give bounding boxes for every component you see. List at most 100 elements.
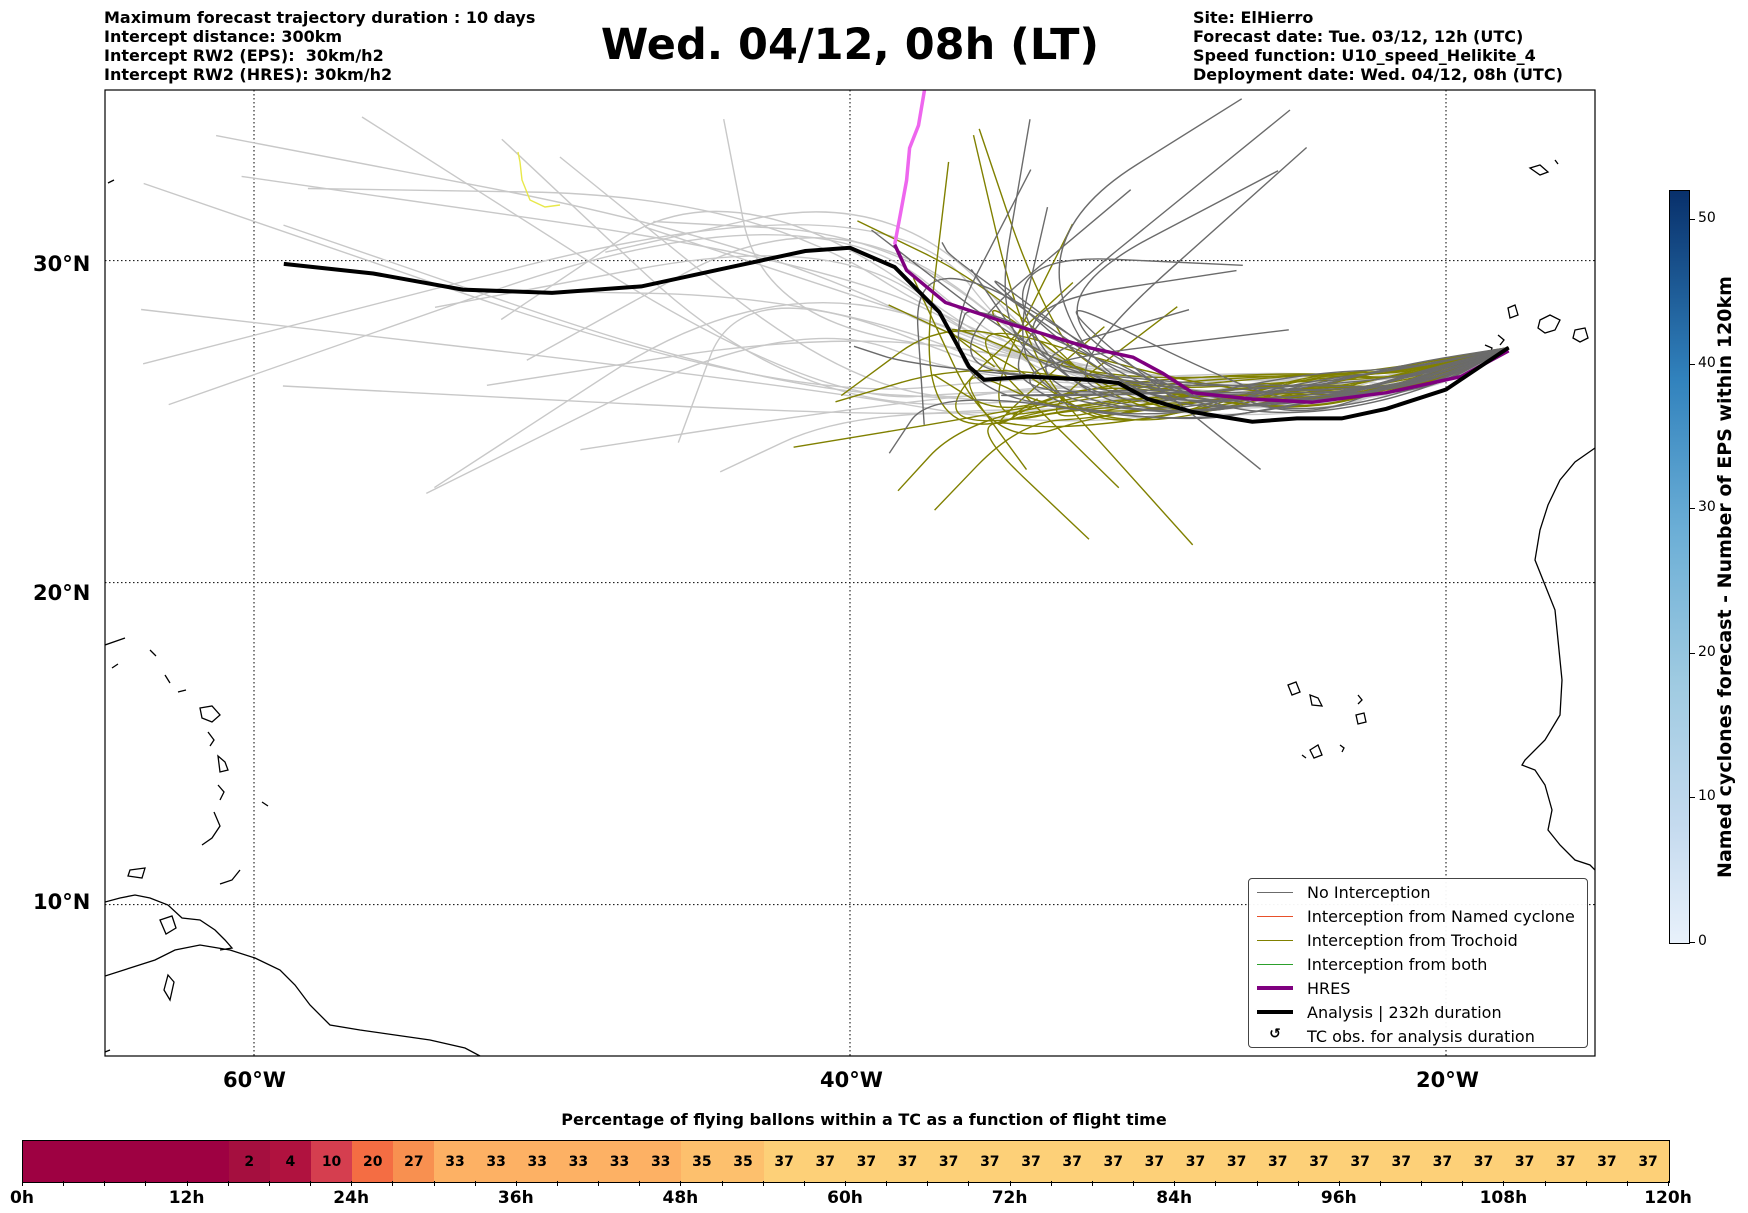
- lon-label-60w: 60°W: [223, 1068, 286, 1092]
- percentage-cell: 37: [1133, 1141, 1175, 1182]
- time-tick: [1544, 1181, 1546, 1186]
- percentage-cell: 27: [393, 1141, 435, 1182]
- time-tick: [1338, 1181, 1340, 1186]
- lat-label-10n: 10°N: [33, 890, 91, 914]
- lon-label-40w: 40°W: [820, 1068, 883, 1092]
- time-tick-label: 48h: [662, 1188, 699, 1208]
- time-tick: [1503, 1181, 1505, 1186]
- percentage-cell: 37: [886, 1141, 929, 1182]
- ensemble-track: [1058, 98, 1509, 402]
- percentage-cell: [64, 1141, 106, 1182]
- time-tick-label: 0h: [10, 1188, 34, 1208]
- header-right-line: Site: ElHierro: [1193, 8, 1314, 27]
- percentage-cell: 33: [516, 1141, 558, 1182]
- time-tick: [63, 1181, 65, 1186]
- hres-track: [893, 243, 1510, 405]
- time-tick: [227, 1181, 229, 1186]
- legend-swatch: [1257, 930, 1293, 950]
- percentage-cell: 10: [310, 1141, 353, 1182]
- legend-swatch: [1257, 906, 1293, 926]
- time-tick: [598, 1181, 600, 1186]
- time-tick: [1215, 1181, 1217, 1186]
- time-tick-label: 12h: [168, 1188, 205, 1208]
- percentage-cell: 37: [1586, 1141, 1628, 1182]
- time-tick: [104, 1181, 106, 1186]
- colorbar-tick: 10: [1690, 788, 1716, 805]
- percentage-cell: [146, 1141, 188, 1182]
- time-tick: [268, 1181, 270, 1186]
- time-tick: [556, 1181, 558, 1186]
- legend-item: Interception from Named cyclone: [1257, 906, 1575, 926]
- percentage-cell: 33: [640, 1141, 682, 1182]
- time-tick: [1050, 1181, 1052, 1186]
- legend-item: Analysis | 232h duration: [1257, 1002, 1502, 1022]
- lat-label-20n: 20°N: [33, 581, 91, 605]
- percentage-cell: 37: [928, 1141, 970, 1182]
- time-tick-label: 36h: [497, 1188, 534, 1208]
- time-tick: [721, 1181, 723, 1186]
- legend-item: HRES: [1257, 978, 1350, 998]
- percentage-cell: 37: [1462, 1141, 1505, 1182]
- time-tick: [1091, 1181, 1093, 1186]
- colorbar-tick: 20: [1690, 643, 1716, 660]
- header-left-line: Maximum forecast trajectory duration : 1…: [104, 8, 536, 27]
- header-left-line: Intercept RW2 (EPS): 30km/h2: [104, 46, 384, 65]
- page-title: Wed. 04/12, 08h (LT): [600, 20, 1100, 70]
- lat-label-30n: 30°N: [33, 252, 91, 276]
- time-tick: [515, 1181, 517, 1186]
- percentage-cell: 37: [1380, 1141, 1422, 1182]
- lon-label-20w: 20°W: [1416, 1068, 1479, 1092]
- percentage-cell: 20: [352, 1141, 394, 1182]
- header-left-line: Intercept RW2 (HRES): 30km/h2: [104, 65, 393, 84]
- legend-swatch: [1257, 978, 1293, 998]
- percentage-cell: 37: [845, 1141, 887, 1182]
- ensemble-track: [1017, 109, 1509, 394]
- map-legend: No Interception Interception from Named …: [1248, 878, 1588, 1048]
- colorbar-tick: 50: [1690, 209, 1716, 226]
- coastline: [105, 159, 1595, 1056]
- colorbar-tick: 30: [1690, 499, 1716, 516]
- percentage-bar-title: Percentage of flying ballons within a TC…: [561, 1110, 1167, 1129]
- time-tick: [1626, 1181, 1628, 1186]
- time-tick-label: 72h: [991, 1188, 1028, 1208]
- track-yellow: [517, 151, 561, 208]
- time-tick: [680, 1181, 682, 1186]
- percentage-cell: 2: [228, 1141, 270, 1182]
- percentage-cell: 37: [1298, 1141, 1340, 1182]
- analysis-track: [283, 245, 1510, 424]
- tracks-trochoid: [793, 128, 1509, 546]
- percentage-cell: 37: [1051, 1141, 1093, 1182]
- header-right-line: Forecast date: Tue. 03/12, 12h (UTC): [1193, 27, 1524, 46]
- ensemble-track: [307, 187, 1509, 389]
- time-tick: [803, 1181, 805, 1186]
- percentage-cell: 33: [434, 1141, 476, 1182]
- time-tick: [310, 1181, 312, 1186]
- time-tick: [1379, 1181, 1381, 1186]
- percentage-cell: 37: [1504, 1141, 1546, 1182]
- header-right: Site: ElHierro Forecast date: Tue. 03/12…: [1193, 8, 1563, 84]
- legend-label: TC obs. for analysis duration: [1307, 1026, 1535, 1046]
- percentage-cell: [105, 1141, 147, 1182]
- legend-label: Interception from both: [1307, 954, 1488, 974]
- time-tick: [1421, 1181, 1423, 1186]
- header-left-line: Intercept distance: 300km: [104, 27, 343, 46]
- legend-label: Analysis | 232h duration: [1307, 1002, 1502, 1022]
- percentage-bar: 2 4 10 20 27 33 33 33 33 33 33 35 35 37 37 37 37 37 37 37 37…: [22, 1140, 1670, 1183]
- percentage-cell: 37: [763, 1141, 805, 1182]
- hres-track-early: [892, 90, 927, 245]
- percentage-cell: 33: [598, 1141, 641, 1182]
- colorbar-tick: 0: [1690, 933, 1707, 949]
- header-right-line: Deployment date: Wed. 04/12, 08h (UTC): [1193, 65, 1563, 84]
- ensemble-track: [1022, 206, 1509, 413]
- time-tick-label: 60h: [827, 1188, 863, 1208]
- time-tick: [1174, 1181, 1176, 1186]
- percentage-cell: 37: [1421, 1141, 1463, 1182]
- percentage-cell: 4: [269, 1141, 311, 1182]
- legend-label: No Interception: [1307, 882, 1431, 902]
- ensemble-track: [1004, 119, 1509, 394]
- time-tick: [845, 1181, 846, 1186]
- time-tick: [22, 1181, 23, 1186]
- time-tick: [186, 1181, 188, 1186]
- time-tick: [392, 1181, 394, 1186]
